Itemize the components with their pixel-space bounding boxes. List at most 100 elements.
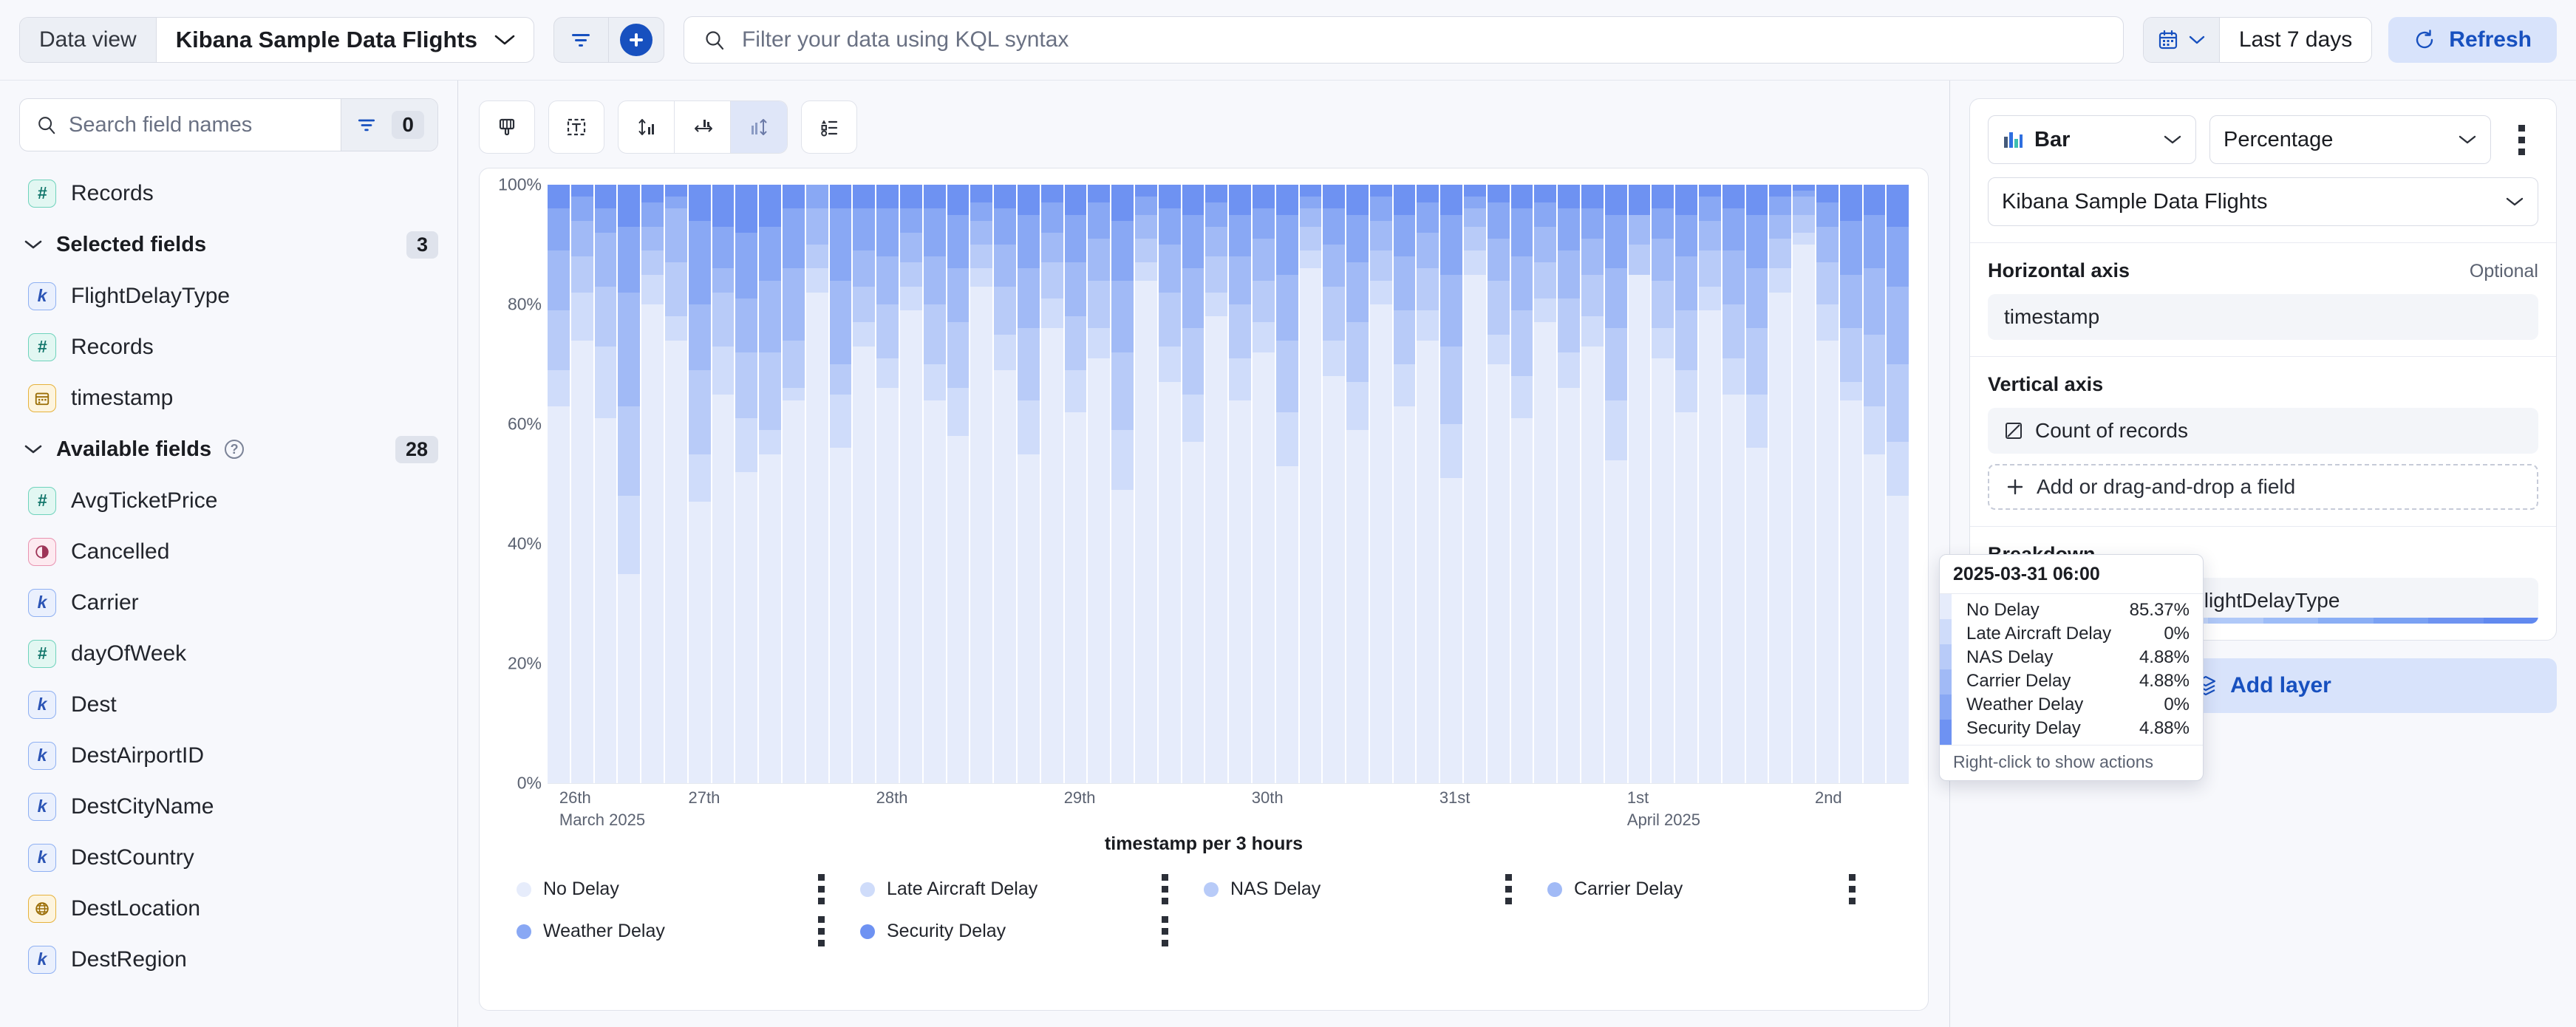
vertical-bar-orientation-button[interactable] xyxy=(619,101,675,153)
horizontal-bar-orientation-button[interactable] xyxy=(675,101,731,153)
plot-area[interactable] xyxy=(548,185,1909,783)
chart-bar[interactable] xyxy=(688,185,711,783)
chart-bar[interactable] xyxy=(1017,185,1040,783)
chart-bar[interactable] xyxy=(1510,185,1533,783)
legend-item-more-icon[interactable] xyxy=(1148,916,1182,946)
chart-bar[interactable] xyxy=(1346,185,1369,783)
chart-bar[interactable] xyxy=(759,185,781,783)
chart-bar[interactable] xyxy=(1675,185,1698,783)
field-item-destregion[interactable]: k DestRegion xyxy=(19,934,438,985)
field-item-destairportid[interactable]: k DestAirportID xyxy=(19,730,438,781)
chart-bar[interactable] xyxy=(1863,185,1886,783)
chart-bar[interactable] xyxy=(1745,185,1768,783)
vertical-axis-field[interactable]: Count of records xyxy=(1988,408,2538,454)
field-group-header-available-fields[interactable]: Available fields? 28 xyxy=(19,423,438,475)
field-item-records-pinned[interactable]: # Records xyxy=(19,168,438,219)
brush-button[interactable] xyxy=(479,100,535,154)
chart-bar[interactable] xyxy=(664,185,687,783)
chart-bar[interactable] xyxy=(641,185,664,783)
chart-bar[interactable] xyxy=(853,185,876,783)
legend-item[interactable]: Late Aircraft Delay xyxy=(860,874,1204,904)
chart-bar[interactable] xyxy=(735,185,758,783)
chart-bar[interactable] xyxy=(1464,185,1486,783)
chart-bar[interactable] xyxy=(1205,185,1228,783)
chart-bar[interactable] xyxy=(1534,185,1557,783)
value-mode-select[interactable]: Percentage xyxy=(2209,115,2491,164)
chart-bar[interactable] xyxy=(1793,185,1816,783)
chart-bar[interactable] xyxy=(1229,185,1251,783)
chart-bar[interactable] xyxy=(1064,185,1087,783)
legend-item[interactable]: No Delay xyxy=(517,874,860,904)
chart-bar[interactable] xyxy=(1558,185,1581,783)
field-item-carrier[interactable]: k Carrier xyxy=(19,577,438,628)
chart-bar[interactable] xyxy=(1252,185,1275,783)
chart-bar[interactable] xyxy=(1652,185,1674,783)
chart-bar[interactable] xyxy=(876,185,899,783)
chart-bar[interactable] xyxy=(712,185,735,783)
chart-bar[interactable] xyxy=(947,185,970,783)
chart-bar[interactable] xyxy=(994,185,1016,783)
legend-item-more-icon[interactable] xyxy=(1148,874,1182,904)
chart-bar[interactable] xyxy=(1604,185,1627,783)
data-view-value-button[interactable]: Kibana Sample Data Flights xyxy=(157,27,534,53)
chart-bar[interactable] xyxy=(1182,185,1204,783)
chart-bar[interactable] xyxy=(1323,185,1346,783)
chart-bar[interactable] xyxy=(570,185,593,783)
chart-bar[interactable] xyxy=(548,185,570,783)
field-item-records[interactable]: # Records xyxy=(19,321,438,372)
chart-bar[interactable] xyxy=(1111,185,1134,783)
chart-bar[interactable] xyxy=(1158,185,1181,783)
chart-bar[interactable] xyxy=(1275,185,1298,783)
stacked-bar-orientation-button[interactable] xyxy=(731,101,787,153)
filter-icon[interactable] xyxy=(355,116,378,134)
chart-bar[interactable] xyxy=(1299,185,1322,783)
legend-item-more-icon[interactable] xyxy=(804,916,838,946)
field-item-dest[interactable]: k Dest xyxy=(19,679,438,730)
add-filter-button[interactable] xyxy=(609,18,664,62)
chart-bar[interactable] xyxy=(970,185,993,783)
filter-button[interactable] xyxy=(554,18,609,62)
field-item-destlocation[interactable]: DestLocation xyxy=(19,883,438,934)
date-quick-select-button[interactable] xyxy=(2143,18,2220,62)
chart-bar[interactable] xyxy=(899,185,922,783)
chart-type-select[interactable]: Bar xyxy=(1988,115,2196,164)
chart-bar[interactable] xyxy=(1887,185,1909,783)
chart-bar[interactable] xyxy=(1134,185,1157,783)
legend-item-more-icon[interactable] xyxy=(804,874,838,904)
legend-item[interactable]: Carrier Delay xyxy=(1547,874,1891,904)
legend-item[interactable]: Weather Delay xyxy=(517,916,860,946)
more-vertical-icon[interactable] xyxy=(2504,124,2538,155)
chart-bar[interactable] xyxy=(1487,185,1510,783)
field-item-dayofweek[interactable]: # dayOfWeek xyxy=(19,628,438,679)
field-item-avgticketprice[interactable]: # AvgTicketPrice xyxy=(19,475,438,526)
legend-item[interactable]: NAS Delay xyxy=(1204,874,1547,904)
chart-bar[interactable] xyxy=(1769,185,1792,783)
legend-item-more-icon[interactable] xyxy=(1835,874,1869,904)
field-item-flightdelaytype[interactable]: k FlightDelayType xyxy=(19,270,438,321)
chart-bar[interactable] xyxy=(1699,185,1721,783)
vertical-axis-add-field[interactable]: Add or drag-and-drop a field xyxy=(1988,464,2538,510)
chart-bar[interactable] xyxy=(618,185,641,783)
legend-settings-button[interactable] xyxy=(801,100,857,154)
kql-search-bar[interactable]: Filter your data using KQL syntax xyxy=(683,16,2124,64)
field-group-header-selected-fields[interactable]: Selected fields 3 xyxy=(19,219,438,270)
chart-bar[interactable] xyxy=(1581,185,1604,783)
chart-bar[interactable] xyxy=(1440,185,1463,783)
chart-bar[interactable] xyxy=(782,185,805,783)
legend-item-more-icon[interactable] xyxy=(1491,874,1525,904)
chart-bar[interactable] xyxy=(1816,185,1839,783)
field-item-destcountry[interactable]: k DestCountry xyxy=(19,832,438,883)
field-item-destcityname[interactable]: k DestCityName xyxy=(19,781,438,832)
chart-bar[interactable] xyxy=(1722,185,1745,783)
field-search-input[interactable]: Search field names xyxy=(69,112,253,137)
field-item-cancelled[interactable]: Cancelled xyxy=(19,526,438,577)
legend-item[interactable]: Security Delay xyxy=(860,916,1204,946)
data-view-selector[interactable]: Data view Kibana Sample Data Flights xyxy=(19,17,534,63)
chart-bar[interactable] xyxy=(1369,185,1392,783)
text-frame-button[interactable] xyxy=(548,100,604,154)
date-range-picker[interactable]: Last 7 days xyxy=(2142,17,2373,63)
chart-bar[interactable] xyxy=(594,185,617,783)
help-icon[interactable]: ? xyxy=(225,440,245,459)
chart-bar[interactable] xyxy=(923,185,946,783)
chart-bar[interactable] xyxy=(1040,185,1063,783)
